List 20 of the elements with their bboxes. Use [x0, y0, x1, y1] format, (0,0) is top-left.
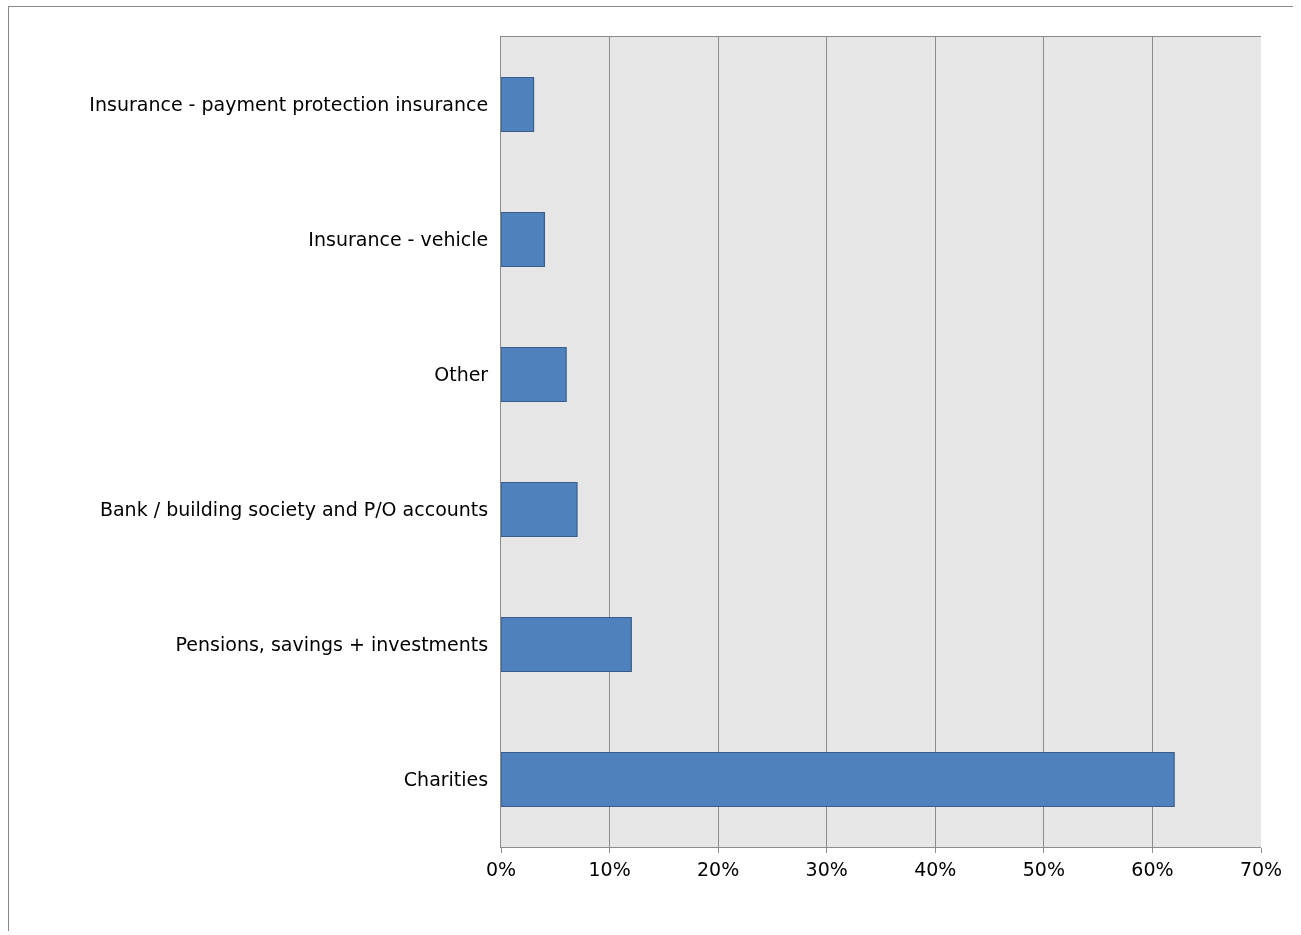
bar	[501, 211, 546, 268]
x-tick-label: 10%	[588, 857, 631, 880]
bar	[501, 616, 632, 673]
x-tick-label: 50%	[1022, 857, 1065, 880]
y-tick-label: Other	[434, 363, 489, 386]
y-tick-label: Insurance - payment protection insurance	[89, 93, 489, 116]
bar	[501, 346, 567, 403]
y-tick-label: Insurance - vehicle	[308, 228, 489, 251]
x-tick-label: 20%	[697, 857, 740, 880]
x-tick-label: 60%	[1131, 857, 1174, 880]
y-tick-label: Pensions, savings + investments	[175, 633, 489, 656]
bar	[501, 481, 578, 538]
y-tick-label: Charities	[403, 768, 489, 791]
bar	[501, 751, 1175, 808]
x-tick-label: 70%	[1239, 857, 1283, 880]
x-tick-label: 0%	[485, 857, 517, 880]
y-tick-label: Bank / building society and P/O accounts	[99, 498, 489, 521]
x-tick-label: 40%	[914, 857, 957, 880]
x-tick-label: 30%	[805, 857, 848, 880]
bar	[501, 76, 535, 133]
